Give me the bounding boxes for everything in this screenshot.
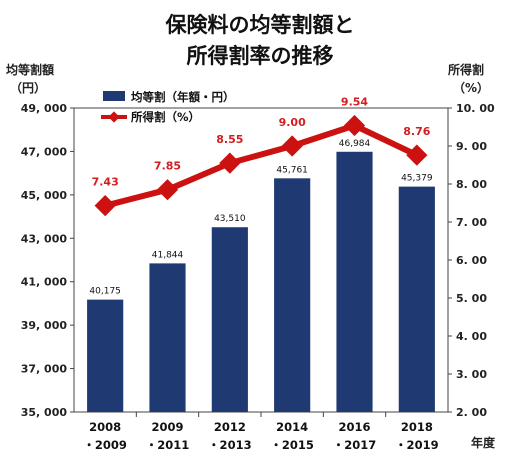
right-tick-label: 8. 00 (456, 178, 487, 191)
line-series: 7.43 7.85 8.55 9.00 9.54 8.76 (92, 95, 431, 217)
left-axis-title-line-2: （円） (10, 80, 46, 95)
left-tick-label: 35, 000 (21, 406, 68, 419)
x-tick-label-sub: ・2011 (146, 438, 190, 452)
x-tick-label-sub: ・2009 (83, 438, 127, 452)
bar (274, 178, 311, 412)
line-value-label: 9.00 (279, 116, 306, 129)
right-tick-label: 6. 00 (456, 254, 487, 267)
bar-value-label: 43,510 (214, 214, 246, 224)
right-tick-label: 9. 00 (456, 140, 487, 153)
x-tick-label: 2012 (214, 420, 246, 434)
x-tick-label: 2014 (276, 420, 308, 434)
line-marker (343, 114, 366, 137)
left-tick-label: 47, 000 (21, 145, 68, 158)
axes: 35, 000 37, 000 39, 000 41, 000 43, 000 45, 0… (21, 102, 495, 419)
right-tick-label: 2. 00 (456, 406, 487, 419)
right-tick-label: 7. 00 (456, 216, 487, 229)
x-axis-title: 年度 (471, 435, 496, 450)
left-tick-label: 43, 000 (21, 232, 68, 245)
bar (87, 299, 124, 412)
line-marker (94, 195, 116, 217)
bar (398, 186, 435, 412)
left-axis-title-line-1: 均等割額 (6, 62, 54, 77)
x-tick-label-sub: ・2015 (270, 438, 314, 452)
legend-swatch-marker (108, 111, 120, 123)
legend: 均等割（年額・円） 所得割（%） (101, 90, 235, 124)
bar-value-label: 40,175 (89, 287, 121, 297)
chart-title: 保険料の均等割額と 所得割率の推移 (165, 13, 355, 68)
line-marker (406, 144, 428, 166)
line-marker (281, 135, 303, 157)
legend-label-line: 所得割（%） (131, 110, 200, 124)
x-tick-label: 2018 (401, 420, 433, 434)
left-tick-label: 39, 000 (21, 319, 68, 332)
line-value-label: 9.54 (341, 95, 368, 108)
line-marker (219, 152, 241, 174)
bar-value-label: 45,761 (276, 165, 308, 175)
line-marker (156, 179, 179, 201)
bar (336, 151, 373, 412)
bar (211, 227, 248, 412)
line-value-label: 8.55 (216, 133, 243, 146)
left-tick-label: 37, 000 (21, 363, 68, 376)
bar-value-label: 46,984 (339, 139, 371, 149)
left-tick-label: 41, 000 (21, 276, 68, 289)
left-tick-label: 49, 000 (21, 102, 68, 115)
x-tick-label: 2008 (89, 420, 121, 434)
x-tick-label-sub: ・2017 (333, 438, 377, 452)
line-value-label: 8.76 (403, 125, 430, 138)
x-tick-label: 2016 (338, 420, 370, 434)
right-axis-title-line-1: 所得割 (448, 62, 484, 77)
legend-swatch-bar (103, 91, 125, 101)
left-tick-label: 45, 000 (21, 189, 68, 202)
line-value-label: 7.85 (154, 160, 181, 173)
bar-series: 40,175 41,844 43,510 45,761 46,984 45,379 (87, 139, 435, 412)
bar-value-label: 41,844 (152, 250, 184, 260)
legend-label-bar: 均等割（年額・円） (131, 90, 235, 104)
x-axis-labels: 2008 ・2009 2009 ・2011 2012 ・2013 2014 ・2015 2016… (83, 420, 438, 452)
right-tick-label: 5. 00 (456, 292, 487, 305)
right-axis-title-line-2: （%） (453, 80, 489, 95)
x-tick-label: 2009 (151, 420, 183, 434)
bar-value-label: 45,379 (401, 174, 433, 184)
chart-title-line-2: 所得割率の推移 (187, 44, 334, 68)
x-tick-label-sub: ・2019 (395, 438, 439, 452)
right-tick-label: 10. 00 (456, 102, 495, 115)
line-path (104, 122, 419, 209)
right-tick-label: 4. 00 (456, 330, 487, 343)
right-tick-label: 3. 00 (456, 368, 487, 381)
chart-title-line-1: 保険料の均等割額と (165, 13, 355, 37)
line-value-label: 7.43 (92, 176, 119, 189)
bar (149, 263, 186, 412)
x-tick-label-sub: ・2013 (208, 438, 252, 452)
